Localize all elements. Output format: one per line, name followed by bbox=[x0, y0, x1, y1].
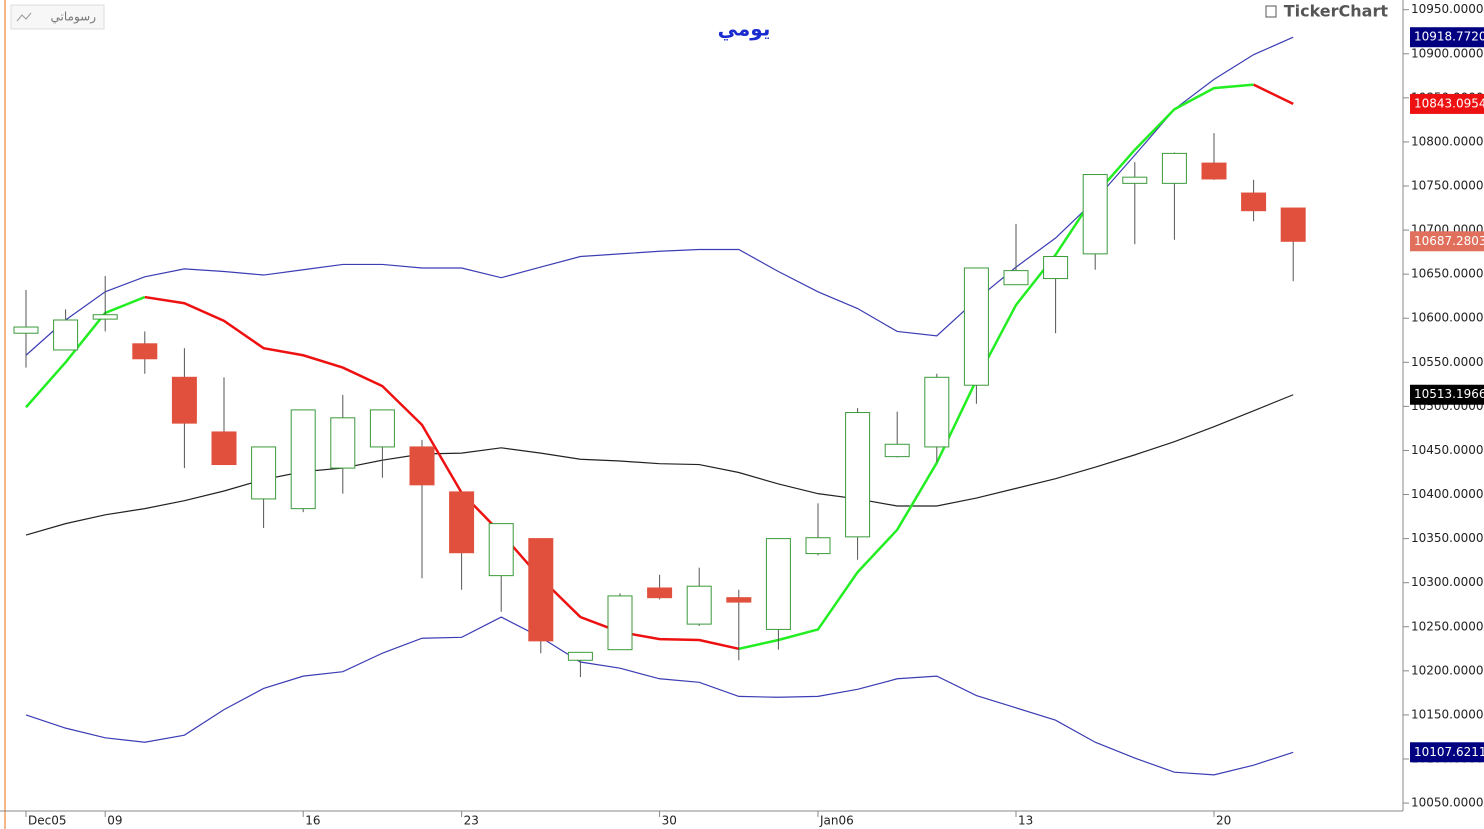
candle-body bbox=[369, 409, 395, 448]
x-tick-label: 20 bbox=[1216, 814, 1231, 828]
y-tick-label: 10950.0000 bbox=[1411, 2, 1484, 16]
price-tag bbox=[1410, 27, 1484, 48]
candle-body bbox=[251, 446, 277, 500]
candle-body bbox=[884, 443, 910, 458]
candle-body bbox=[132, 343, 158, 360]
candle-body bbox=[528, 538, 554, 642]
y-tick-label: 10900.0000 bbox=[1411, 46, 1484, 60]
candle-body bbox=[1003, 270, 1029, 286]
price-tag bbox=[1410, 231, 1484, 252]
candle-body bbox=[211, 431, 237, 466]
candle-body bbox=[92, 314, 118, 320]
candle-body bbox=[13, 326, 39, 334]
brand-logo: TickerChart bbox=[1284, 2, 1389, 21]
price-tag-label: 10918.7720 bbox=[1414, 30, 1484, 44]
price-tag bbox=[1410, 384, 1484, 405]
candle-body bbox=[171, 376, 197, 424]
y-tick-label: 10200.0000 bbox=[1411, 663, 1484, 677]
candle-body bbox=[765, 538, 791, 630]
indicator-line bbox=[25, 394, 1294, 536]
price-tag bbox=[1410, 93, 1484, 114]
candle-body bbox=[647, 587, 673, 599]
candle-body bbox=[924, 376, 950, 448]
x-tick-label: 13 bbox=[1018, 814, 1033, 828]
price-tag-label: 10687.2803 bbox=[1414, 234, 1484, 248]
y-tick-label: 10750.0000 bbox=[1411, 179, 1484, 193]
candle-body bbox=[845, 412, 871, 538]
y-tick-label: 10600.0000 bbox=[1411, 311, 1484, 325]
candle-body bbox=[1241, 192, 1267, 212]
candle-body bbox=[290, 409, 316, 510]
price-tag bbox=[1410, 742, 1484, 763]
candle-body bbox=[1201, 162, 1227, 180]
price-tag-label: 10513.1966 bbox=[1414, 387, 1484, 401]
y-tick-label: 10150.0000 bbox=[1411, 707, 1484, 721]
candle-body bbox=[1082, 174, 1108, 255]
chart-title: يومي bbox=[718, 17, 771, 42]
button-icon bbox=[16, 12, 32, 22]
y-tick-label: 10650.0000 bbox=[1411, 267, 1484, 281]
brand-icon bbox=[1265, 5, 1277, 18]
y-tick-label: 10450.0000 bbox=[1411, 443, 1484, 457]
candle-body bbox=[1043, 256, 1069, 280]
indicator-line bbox=[25, 83, 1254, 651]
candle-body bbox=[1161, 152, 1187, 184]
candle-body bbox=[409, 446, 435, 486]
price-tag-label: 10107.6211 bbox=[1414, 745, 1484, 759]
candle-body bbox=[726, 597, 752, 603]
indicator-line bbox=[144, 83, 1294, 651]
candle-body bbox=[963, 267, 989, 386]
y-tick-label: 10050.0000 bbox=[1411, 796, 1484, 810]
x-tick-label: Jan06 bbox=[819, 814, 854, 828]
y-tick-label: 10800.0000 bbox=[1411, 134, 1484, 148]
indicator-line bbox=[25, 616, 1294, 776]
candle-body bbox=[488, 523, 514, 577]
candle-body bbox=[1280, 207, 1306, 242]
candle-body bbox=[686, 585, 712, 625]
y-tick-label: 10250.0000 bbox=[1411, 619, 1484, 633]
candle-body bbox=[1122, 176, 1148, 184]
candle-body bbox=[607, 595, 633, 651]
y-tick-label: 10350.0000 bbox=[1411, 531, 1484, 545]
candle-body bbox=[449, 491, 475, 554]
candle-body bbox=[805, 537, 831, 555]
y-tick-label: 10550.0000 bbox=[1411, 355, 1484, 369]
button-label[interactable]: رسوماتي bbox=[51, 10, 97, 25]
x-tick-label: 09 bbox=[107, 814, 122, 828]
candle-body bbox=[330, 417, 356, 469]
my-charts-button[interactable] bbox=[10, 4, 105, 30]
x-tick-label: 23 bbox=[464, 814, 479, 828]
x-tick-label: Dec05 bbox=[28, 814, 67, 828]
candle-body bbox=[53, 319, 79, 351]
x-tick-label: 16 bbox=[305, 814, 320, 828]
candle-body bbox=[567, 651, 593, 661]
price-tag-label: 10843.0954 bbox=[1414, 96, 1484, 110]
y-tick-label: 10300.0000 bbox=[1411, 575, 1484, 589]
y-tick-label: 10400.0000 bbox=[1411, 487, 1484, 501]
x-tick-label: 30 bbox=[662, 814, 677, 828]
